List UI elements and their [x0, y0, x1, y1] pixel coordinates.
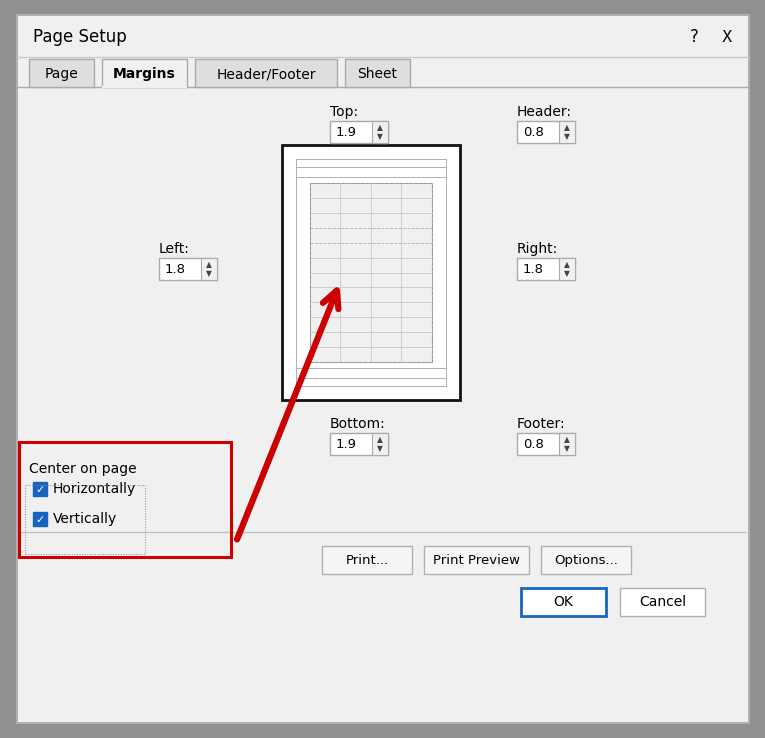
Text: Header/Footer: Header/Footer: [216, 67, 316, 81]
Bar: [102, 86, 187, 88]
Text: Page: Page: [44, 67, 78, 81]
Text: Sheet: Sheet: [357, 67, 398, 81]
Text: ▼: ▼: [564, 269, 570, 278]
Bar: [521, 588, 606, 616]
Bar: [282, 145, 460, 400]
Text: Margins: Margins: [113, 67, 176, 81]
Bar: [310, 183, 432, 362]
Bar: [322, 546, 412, 574]
Text: Print Preview: Print Preview: [433, 554, 520, 567]
Text: 1.9: 1.9: [336, 438, 357, 451]
Text: Vertically: Vertically: [53, 512, 117, 526]
Text: Print...: Print...: [346, 554, 389, 567]
Bar: [33, 512, 47, 526]
Bar: [310, 183, 432, 362]
Bar: [372, 433, 388, 455]
Bar: [159, 258, 217, 280]
Bar: [541, 546, 631, 574]
Text: ✓: ✓: [35, 514, 44, 525]
Text: ▲: ▲: [206, 260, 212, 269]
Text: ▼: ▼: [377, 132, 383, 142]
Bar: [33, 482, 47, 496]
Bar: [18, 87, 748, 722]
Text: Center on page: Center on page: [29, 462, 137, 476]
Text: Top:: Top:: [330, 105, 358, 119]
Text: 1.9: 1.9: [336, 126, 357, 139]
Bar: [195, 59, 337, 87]
Text: ▲: ▲: [564, 123, 570, 131]
Text: ▲: ▲: [377, 435, 383, 444]
Bar: [201, 258, 217, 280]
Text: ▼: ▼: [564, 132, 570, 142]
Bar: [19, 442, 231, 557]
Bar: [29, 59, 94, 87]
Bar: [102, 59, 187, 87]
Text: 1.8: 1.8: [523, 263, 544, 276]
Text: 0.8: 0.8: [523, 438, 544, 451]
Bar: [559, 433, 575, 455]
Bar: [345, 59, 410, 87]
Text: Horizontally: Horizontally: [53, 483, 136, 497]
Bar: [620, 588, 705, 616]
Text: Footer:: Footer:: [517, 417, 565, 431]
Text: ✓: ✓: [35, 485, 44, 494]
Text: Options...: Options...: [554, 554, 618, 567]
Text: ▲: ▲: [564, 260, 570, 269]
Bar: [372, 121, 388, 143]
Text: ?: ?: [689, 28, 698, 46]
Text: Header:: Header:: [517, 105, 572, 119]
Bar: [424, 546, 529, 574]
Bar: [330, 433, 388, 455]
Text: 1.8: 1.8: [165, 263, 186, 276]
Bar: [330, 121, 388, 143]
Bar: [517, 258, 575, 280]
Text: ▼: ▼: [564, 444, 570, 453]
Text: X: X: [721, 30, 732, 44]
Text: 0.8: 0.8: [523, 126, 544, 139]
Text: Page Setup: Page Setup: [33, 28, 127, 46]
Text: OK: OK: [554, 596, 574, 610]
Bar: [517, 121, 575, 143]
Bar: [559, 121, 575, 143]
Text: ▼: ▼: [206, 269, 212, 278]
Text: Cancel: Cancel: [639, 596, 686, 610]
Text: Right:: Right:: [517, 242, 558, 256]
Text: ▲: ▲: [564, 435, 570, 444]
Text: Bottom:: Bottom:: [330, 417, 386, 431]
Text: Left:: Left:: [159, 242, 190, 256]
Bar: [559, 258, 575, 280]
Text: ▼: ▼: [377, 444, 383, 453]
Text: ▲: ▲: [377, 123, 383, 131]
Bar: [517, 433, 575, 455]
